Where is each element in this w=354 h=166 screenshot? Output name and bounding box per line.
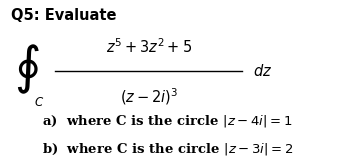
Text: b)  where C is the circle $|z - 3i| = 2$: b) where C is the circle $|z - 3i| = 2$ — [42, 141, 294, 157]
Text: a)  where C is the circle $|z - 4i| = 1$: a) where C is the circle $|z - 4i| = 1$ — [42, 113, 293, 129]
Text: $(z - 2i)^3$: $(z - 2i)^3$ — [120, 86, 178, 107]
Text: $dz$: $dz$ — [253, 63, 272, 79]
Text: $C$: $C$ — [34, 96, 44, 109]
Text: $z^5 + 3z^2 + 5$: $z^5 + 3z^2 + 5$ — [105, 37, 192, 56]
Text: Q5: Evaluate: Q5: Evaluate — [11, 8, 116, 23]
Text: $\oint$: $\oint$ — [14, 43, 40, 96]
